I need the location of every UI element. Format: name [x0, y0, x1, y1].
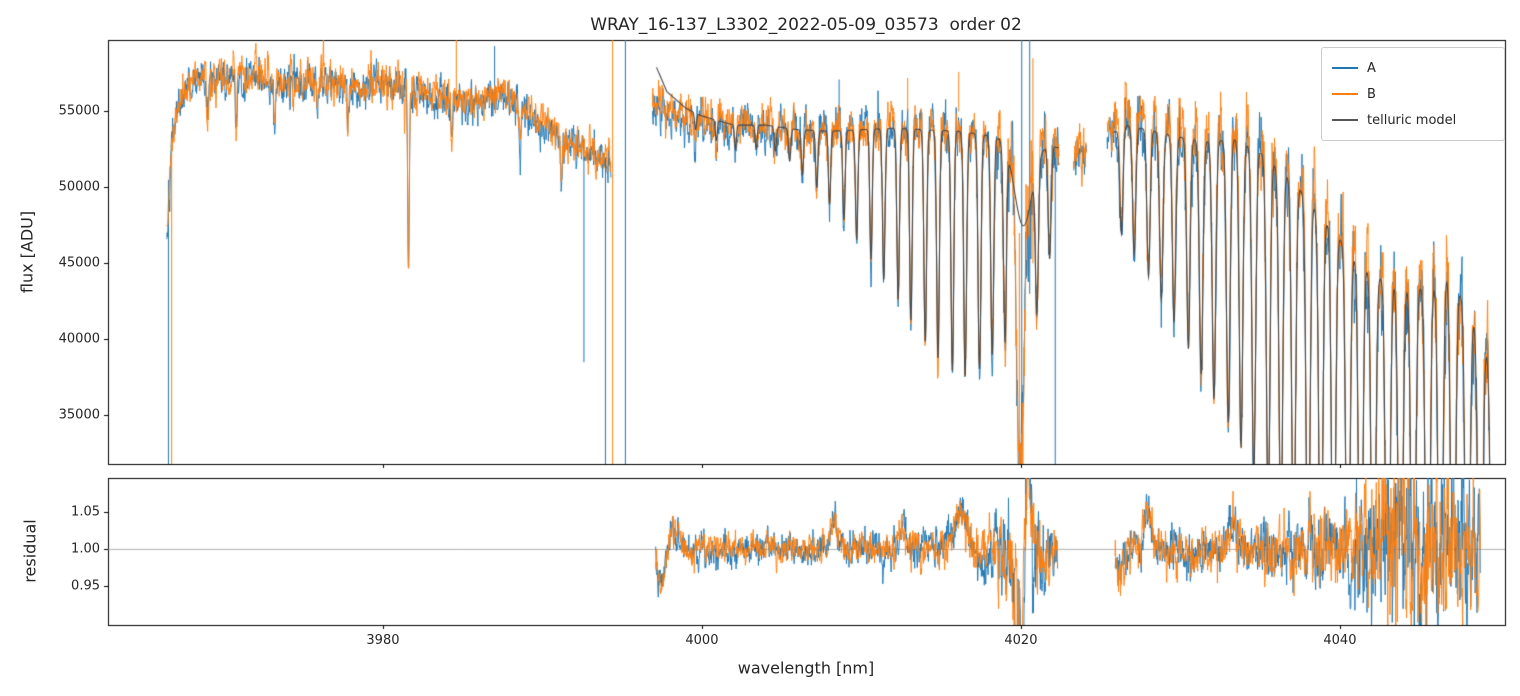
series-b-line-swatch — [1332, 93, 1358, 95]
flux-tick-label: 40000 — [58, 331, 100, 347]
legend: A B telluric model — [1321, 47, 1505, 141]
legend-label-b: B — [1367, 86, 1376, 102]
flux-tick-label: 50000 — [58, 179, 100, 195]
telluric-model-line-swatch — [1332, 119, 1358, 121]
flux-axis-label: flux [ADU] — [17, 210, 37, 294]
legend-entry-telluric-model: telluric model — [1332, 107, 1494, 133]
flux-tick-label: 35000 — [58, 407, 100, 423]
x-tick-label: 4000 — [685, 633, 719, 648]
legend-label-telluric-model: telluric model — [1367, 112, 1457, 128]
flux-tick-label: 45000 — [58, 255, 100, 271]
x-tick-label: 4040 — [1323, 633, 1357, 648]
residual-axis-label: residual — [20, 519, 40, 583]
residual-tick-label: 1.00 — [71, 541, 100, 557]
legend-label-a: A — [1367, 60, 1376, 76]
plot-title: WRAY_16-137_L3302_2022-05-09_03573 order… — [590, 15, 1022, 35]
residual-tick-label: 0.95 — [71, 578, 100, 594]
residual-tick-label: 1.05 — [71, 504, 100, 520]
x-tick-label: 4020 — [1004, 633, 1038, 648]
wavelength-axis-label: wavelength [nm] — [737, 658, 875, 678]
x-tick-label: 3980 — [366, 633, 400, 648]
legend-entry-b: B — [1332, 81, 1494, 107]
series-a-line-swatch — [1332, 67, 1358, 69]
legend-entry-a: A — [1332, 55, 1494, 81]
flux-tick-label: 55000 — [58, 103, 100, 119]
